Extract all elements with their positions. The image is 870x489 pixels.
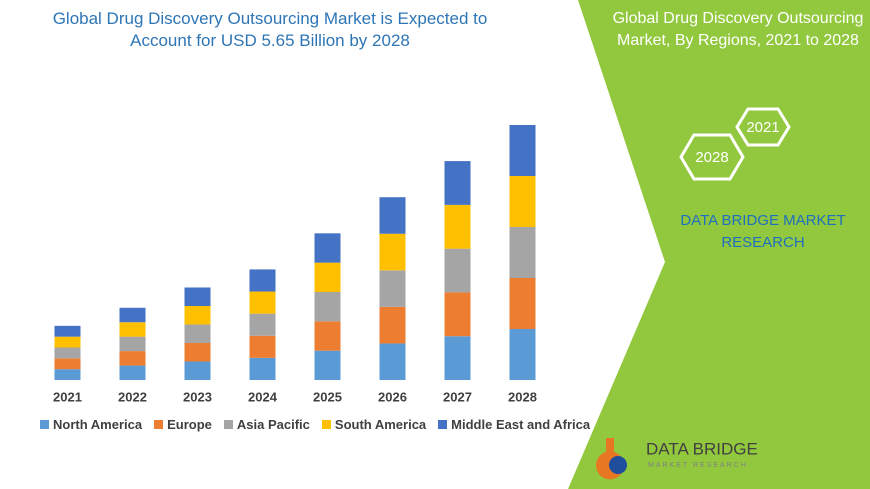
chart-title: Global Drug Discovery Outsourcing Market… [52,9,488,50]
panel-title: Global Drug Discovery Outsourcing Market… [612,10,864,49]
bar-segment [444,292,471,337]
legend-label: Asia Pacific [236,417,310,432]
bar-segment [444,204,471,249]
bar-segment [444,248,471,293]
bar-segment [509,176,536,227]
legend-label: Middle East and Africa [451,417,591,432]
bar-segment [249,335,276,358]
hex-label: 2028 [695,149,728,166]
hex-label: 2021 [746,119,779,136]
logo-sub: MARKET RESEARCH [648,462,748,469]
bar-segment [509,278,536,329]
bar-segment [314,233,341,263]
bar-segment [119,365,146,380]
legend: North America Europe Asia Pacific South Ame… [40,417,590,432]
legend-swatch [40,420,49,429]
bar-segment [184,287,211,306]
x-tick-label: 2023 [183,389,212,404]
bar-segment [184,305,211,325]
logo-name: DATA BRIDGE [646,439,758,458]
bar-segment [184,324,211,343]
bar-segment [54,369,81,380]
bar-segment [509,125,536,176]
legend-item: Middle East and Africa [438,417,590,432]
bar-segment [249,269,276,292]
legend-item: Asia Pacific [223,417,310,432]
bar-segment [444,161,471,205]
bar-segment [314,350,341,380]
bar-segment [379,197,406,234]
x-tick-label: 2021 [53,389,82,404]
bar-segment [119,351,146,366]
hexagon [735,107,791,147]
bar-segment [249,313,276,336]
legend-label: North America [53,417,143,432]
bar-segment [119,336,146,352]
bar-segment [119,307,146,323]
x-tick-label: 2028 [508,389,537,404]
x-tick-label: 2024 [248,389,278,404]
bar-segment [54,325,81,337]
x-tick-label: 2026 [378,389,407,404]
legend-label: Europe [167,417,212,432]
bar-segment [379,343,406,380]
bar-segment [54,336,81,348]
bar-segment [444,336,471,380]
bar-segment [314,262,341,292]
bar-segment [379,270,406,307]
legend-swatch [438,420,448,429]
bar-segment [314,321,341,351]
bar-segment [249,291,276,314]
x-tick-label: 2022 [118,389,147,404]
bar-segment [184,361,211,380]
x-tick-label: 2025 [313,389,342,404]
bar-segment [509,227,536,278]
legend-label: South America [334,417,427,432]
logo-icon [609,456,627,474]
legend-swatch [321,420,331,429]
legend-swatch [223,420,233,429]
bar-segment [379,306,406,344]
bar-segment [119,322,146,337]
brand-text: DATA BRIDGE MARKET RESEARCH [680,212,846,251]
side-panel [568,0,870,489]
bar-segment [509,329,536,380]
bar-segment [379,233,406,271]
bar-segment [249,357,276,380]
legend-item: North America [40,417,142,432]
bar-segment [314,291,341,322]
bar-segment [54,358,81,370]
bar-segment [54,347,81,359]
legend-item: Europe [154,417,212,432]
legend-item: South America [321,417,427,432]
bar-segment [184,342,211,362]
legend-swatch [154,420,164,429]
hexagon [679,133,745,181]
x-tick-label: 2027 [443,389,472,404]
